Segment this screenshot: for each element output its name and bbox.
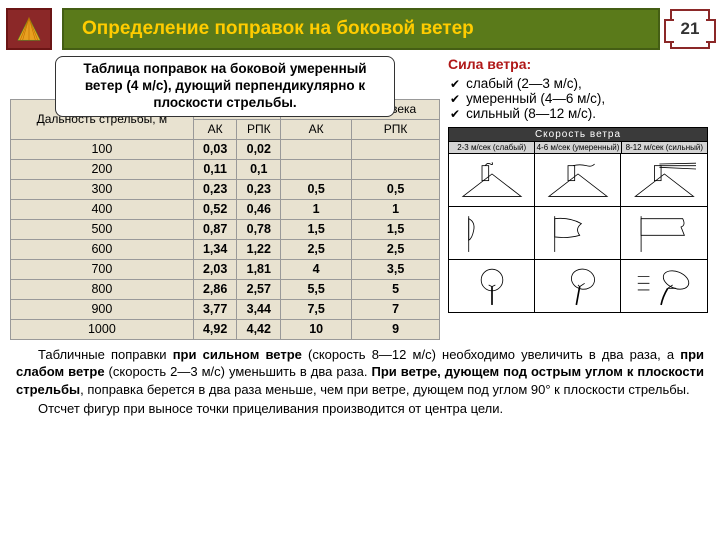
col-ak-m: АК [193, 119, 237, 139]
table-cell: 0,23 [237, 179, 281, 199]
table-cell: 700 [11, 259, 194, 279]
table-row: 9003,773,447,57 [11, 299, 440, 319]
table-cell: 0,02 [237, 139, 281, 159]
table-cell: 2,5 [352, 239, 440, 259]
table-cell: 4 [281, 259, 352, 279]
wind-grid-cell [449, 153, 535, 206]
col-rpk-f: РПК [352, 119, 440, 139]
wind-list-item: умеренный (4—6 м/с), [448, 91, 708, 106]
table-cell: 5,5 [281, 279, 352, 299]
table-cell: 7,5 [281, 299, 352, 319]
table-cell: 2,57 [237, 279, 281, 299]
wind-grid-cell [535, 206, 621, 259]
table-cell: 1,34 [193, 239, 237, 259]
table-caption: Таблица поправок на боковой умеренный ве… [55, 56, 395, 117]
page-number-badge: 21 [670, 9, 710, 49]
table-cell [281, 159, 352, 179]
wind-label: Сила ветра: [448, 56, 531, 72]
table-cell: 0,5 [281, 179, 352, 199]
table-row: 10004,924,42109 [11, 319, 440, 339]
wind-grid-cell [621, 153, 707, 206]
table-cell: 2,5 [281, 239, 352, 259]
wind-grid-cell [535, 259, 621, 312]
table-cell: 4,92 [193, 319, 237, 339]
table-cell: 2,86 [193, 279, 237, 299]
table-row: 4000,520,4611 [11, 199, 440, 219]
table-cell: 4,42 [237, 319, 281, 339]
table-cell: 1,5 [352, 219, 440, 239]
table-row: 2000,110,1 [11, 159, 440, 179]
table-cell: 0,87 [193, 219, 237, 239]
wind-grid-col-header: 4-6 м/сек (умеренный) [535, 142, 621, 153]
table-cell: 400 [11, 199, 194, 219]
wind-grid-cell [621, 206, 707, 259]
col-rpk-m: РПК [237, 119, 281, 139]
wind-speed-grid: Скорость ветра 2-3 м/сек (слабый)4-6 м/с… [448, 127, 708, 313]
table-cell: 3,44 [237, 299, 281, 319]
table-row: 7002,031,8143,5 [11, 259, 440, 279]
table-cell: 500 [11, 219, 194, 239]
table-cell: 0,5 [352, 179, 440, 199]
col-ak-f: АК [281, 119, 352, 139]
table-cell: 1 [352, 199, 440, 219]
table-row: 6001,341,222,52,5 [11, 239, 440, 259]
table-cell: 0,11 [193, 159, 237, 179]
wind-grid-col-header: 8-12 м/сек (сильный) [622, 142, 707, 153]
table-cell: 10 [281, 319, 352, 339]
table-cell: 1,22 [237, 239, 281, 259]
wind-strength-block: Сила ветра: слабый (2—3 м/с),умеренный (… [448, 56, 708, 121]
table-cell: 1,81 [237, 259, 281, 279]
table-row: 5000,870,781,51,5 [11, 219, 440, 239]
table-cell: 3,5 [352, 259, 440, 279]
table-cell [281, 139, 352, 159]
wind-grid-title: Скорость ветра [449, 128, 707, 141]
table-cell: 0,23 [193, 179, 237, 199]
table-row: 3000,230,230,50,5 [11, 179, 440, 199]
table-cell [352, 139, 440, 159]
table-cell: 0,78 [237, 219, 281, 239]
table-cell: 1,5 [281, 219, 352, 239]
table-cell: 300 [11, 179, 194, 199]
table-cell: 800 [11, 279, 194, 299]
table-cell: 3,77 [193, 299, 237, 319]
table-row: 1000,030,02 [11, 139, 440, 159]
table-cell: 0,46 [237, 199, 281, 219]
emblem-badge [6, 8, 52, 50]
table-cell: 600 [11, 239, 194, 259]
footer-text: Табличные поправки при сильном ветре (ск… [0, 340, 720, 418]
wind-grid-cell [449, 206, 535, 259]
wind-grid-cell [621, 259, 707, 312]
corrections-table: Дальность стрельбы, м В метрах В фигурах… [10, 99, 440, 340]
wind-grid-cell [535, 153, 621, 206]
table-cell: 5 [352, 279, 440, 299]
table-cell: 900 [11, 299, 194, 319]
table-cell: 9 [352, 319, 440, 339]
table-cell: 7 [352, 299, 440, 319]
table-cell: 200 [11, 159, 194, 179]
table-row: 8002,862,575,55 [11, 279, 440, 299]
wind-grid-col-header: 2-3 м/сек (слабый) [449, 142, 535, 153]
table-cell: 2,03 [193, 259, 237, 279]
table-cell: 1 [281, 199, 352, 219]
wind-grid-cell [449, 259, 535, 312]
table-cell: 0,1 [237, 159, 281, 179]
wind-list-item: слабый (2—3 м/с), [448, 76, 708, 91]
table-cell: 100 [11, 139, 194, 159]
page-title: Определение поправок на боковой ветер [62, 8, 660, 50]
table-cell: 1000 [11, 319, 194, 339]
table-cell: 0,52 [193, 199, 237, 219]
table-cell [352, 159, 440, 179]
table-cell: 0,03 [193, 139, 237, 159]
wind-list-item: сильный (8—12 м/с). [448, 106, 708, 121]
